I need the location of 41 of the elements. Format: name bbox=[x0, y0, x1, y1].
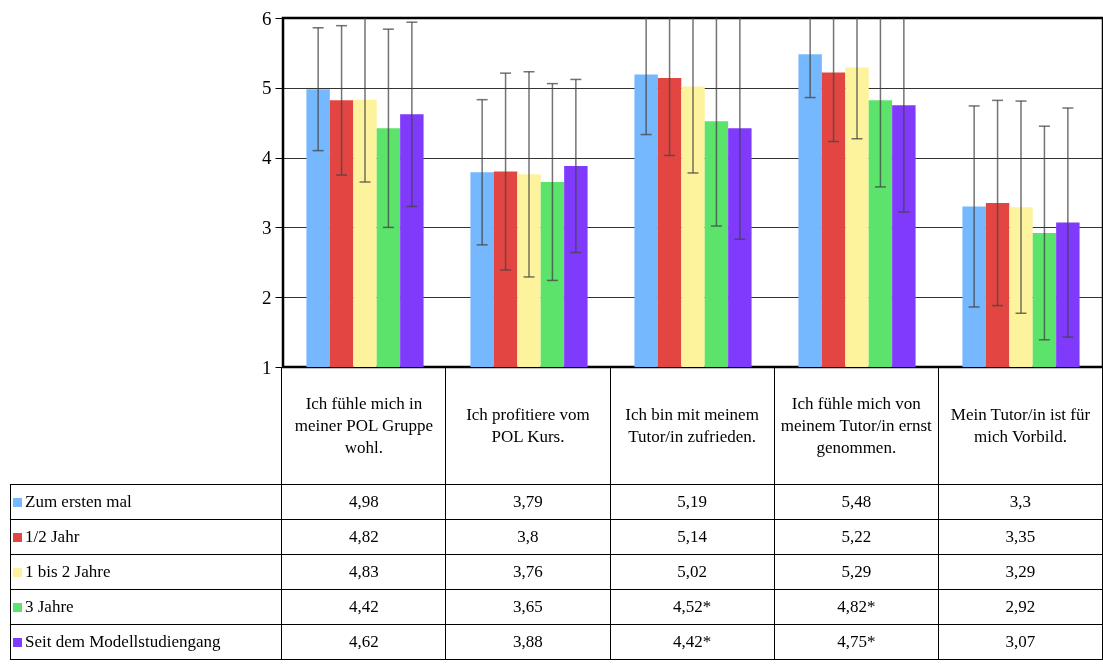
x-tick-label: Mein Tutor/in ist für mich Vorbild. bbox=[938, 367, 1103, 485]
data-label: 4,42* bbox=[610, 624, 775, 660]
y-tick-label: 1 bbox=[262, 356, 272, 378]
x-tick-label: Ich bin mit meinem Tutor/in zufrieden. bbox=[610, 367, 775, 485]
legend-label: Seit dem Modellstudiengang bbox=[10, 624, 282, 660]
data-label: 4,42 bbox=[281, 589, 446, 625]
x-tick-label: Ich fühle mich in meiner POL Gruppe wohl. bbox=[281, 367, 446, 485]
data-label: 3,79 bbox=[445, 484, 611, 520]
y-tick-label: 6 bbox=[262, 7, 272, 29]
data-label: 4,52* bbox=[610, 589, 775, 625]
data-label: 3,8 bbox=[445, 519, 611, 555]
x-tick-label: Ich fühle mich von meinem Tutor/in ernst genommen. bbox=[774, 367, 939, 485]
data-label: 4,82 bbox=[281, 519, 446, 555]
data-label: 3,07 bbox=[938, 624, 1103, 660]
y-tick-label: 2 bbox=[262, 286, 272, 308]
data-label: 3,88 bbox=[445, 624, 611, 660]
y-tick-label: 3 bbox=[262, 216, 272, 238]
legend-label: 1 bis 2 Jahre bbox=[10, 554, 282, 590]
data-label: 3,65 bbox=[445, 589, 611, 625]
data-label: 5,02 bbox=[610, 554, 775, 590]
y-tick-label: 4 bbox=[262, 147, 272, 169]
data-label: 4,98 bbox=[281, 484, 446, 520]
data-label: 4,75* bbox=[774, 624, 939, 660]
data-label: 5,22 bbox=[774, 519, 939, 555]
data-label: 3,3 bbox=[938, 484, 1103, 520]
data-label: 5,48 bbox=[774, 484, 939, 520]
data-label: 3,76 bbox=[445, 554, 611, 590]
data-label: 3,35 bbox=[938, 519, 1103, 555]
data-label: 4,83 bbox=[281, 554, 446, 590]
legend-label: 1/2 Jahr bbox=[10, 519, 282, 555]
legend-label: Zum ersten mal bbox=[10, 484, 282, 520]
data-label: 5,14 bbox=[610, 519, 775, 555]
data-label: 2,92 bbox=[938, 589, 1103, 625]
data-label: 5,29 bbox=[774, 554, 939, 590]
legend-label: 3 Jahre bbox=[10, 589, 282, 625]
data-label: 4,62 bbox=[281, 624, 446, 660]
y-tick-label: 5 bbox=[262, 77, 272, 99]
data-label: 5,19 bbox=[610, 484, 775, 520]
x-tick-label: Ich profitiere vom POL Kurs. bbox=[445, 367, 611, 485]
data-label: 3,29 bbox=[938, 554, 1103, 590]
data-label: 4,82* bbox=[774, 589, 939, 625]
